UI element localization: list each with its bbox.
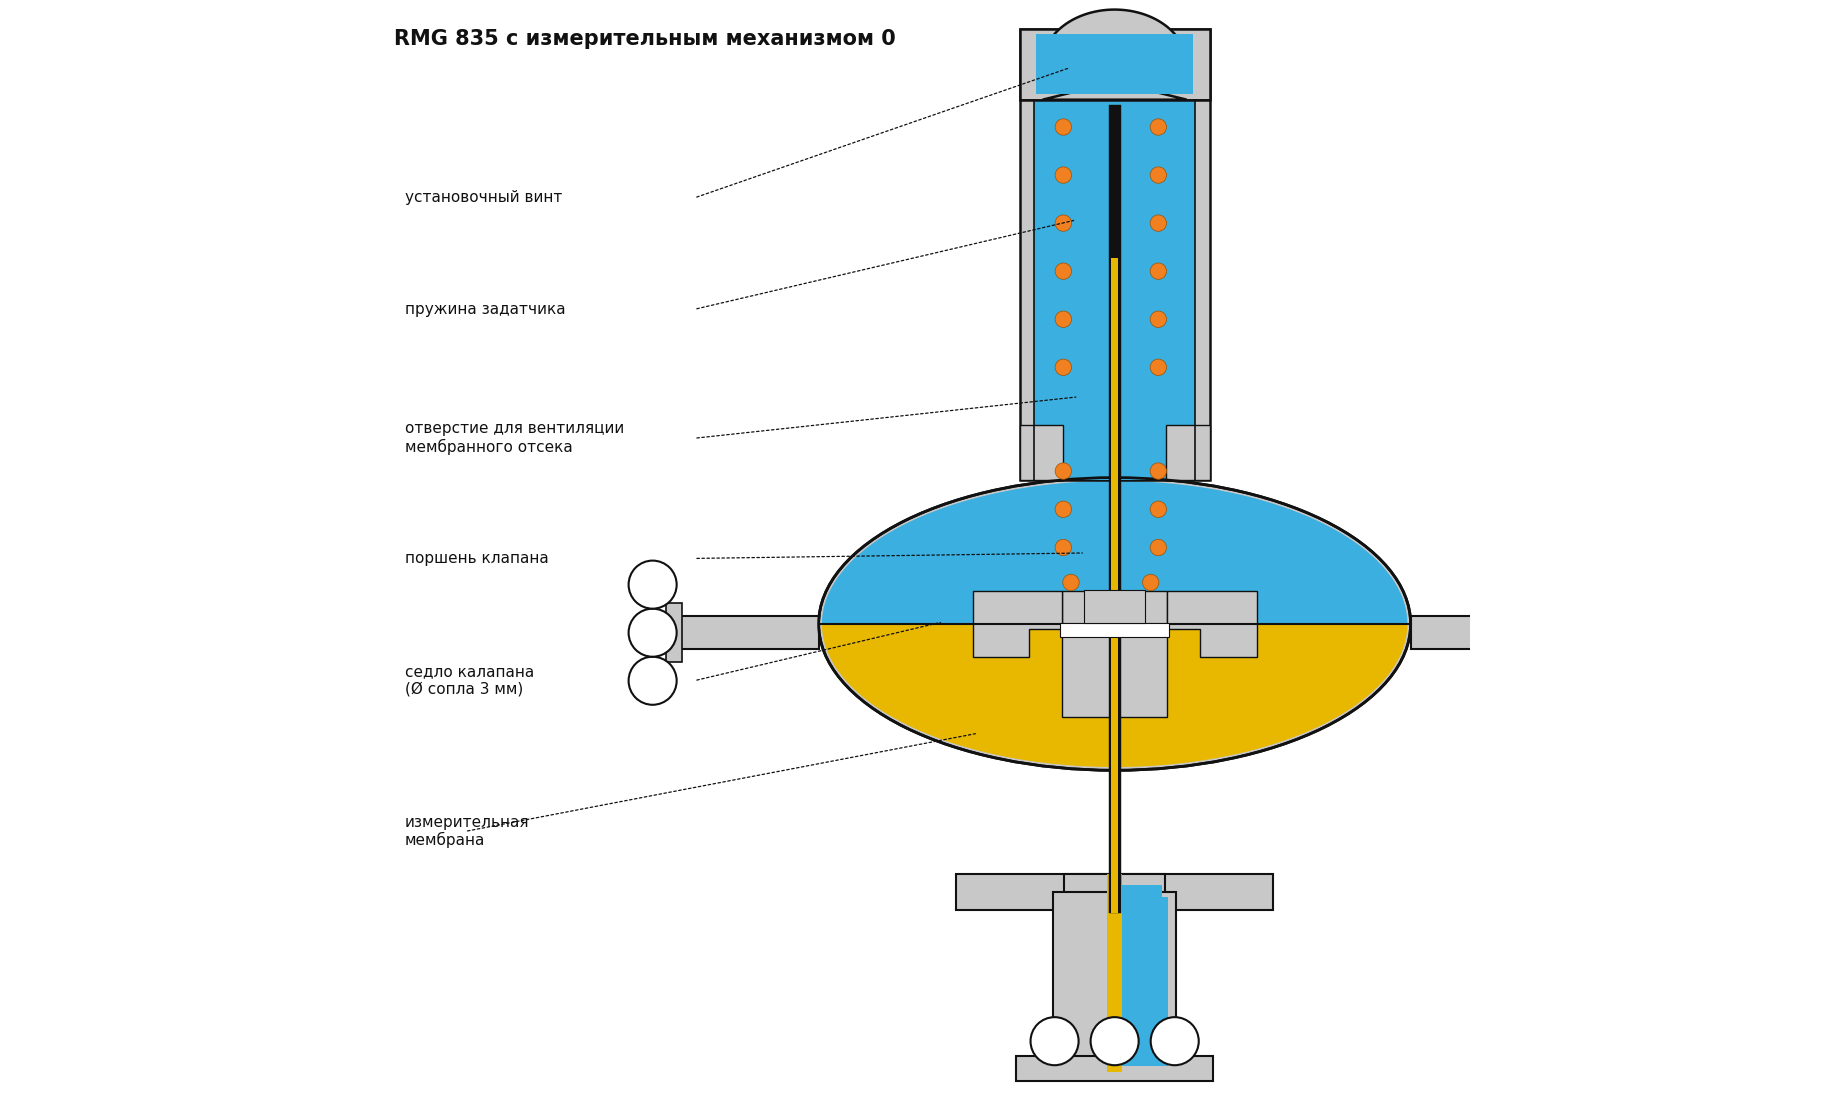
- Bar: [1165, 425, 1210, 480]
- Bar: [1020, 425, 1064, 480]
- Circle shape: [1055, 311, 1071, 327]
- Bar: [1548, 603, 1564, 662]
- Bar: [1106, 874, 1123, 1016]
- Polygon shape: [822, 481, 1407, 624]
- Bar: [1062, 591, 1167, 717]
- Circle shape: [1151, 1017, 1199, 1065]
- Circle shape: [1055, 540, 1071, 555]
- Circle shape: [1151, 502, 1167, 518]
- Bar: [1060, 623, 1169, 637]
- Circle shape: [1548, 561, 1596, 609]
- Bar: [676, 616, 818, 649]
- Bar: [1016, 1057, 1213, 1081]
- Circle shape: [1143, 574, 1158, 590]
- Polygon shape: [1042, 10, 1188, 100]
- Circle shape: [1090, 1017, 1138, 1065]
- Circle shape: [1055, 263, 1071, 279]
- Text: RMG 835 с измерительным механизмом 0: RMG 835 с измерительным механизмом 0: [393, 28, 896, 48]
- Circle shape: [1055, 502, 1071, 518]
- Circle shape: [1548, 609, 1596, 657]
- Circle shape: [628, 657, 676, 705]
- Bar: [1106, 891, 1123, 1072]
- Circle shape: [1151, 540, 1167, 555]
- Circle shape: [1055, 118, 1071, 135]
- Circle shape: [1151, 263, 1167, 279]
- Circle shape: [1151, 463, 1167, 480]
- Circle shape: [1151, 359, 1167, 376]
- Text: поршень клапана: поршень клапана: [404, 551, 549, 566]
- Bar: [1084, 590, 1145, 623]
- Circle shape: [1055, 166, 1071, 183]
- Bar: [1411, 616, 1553, 649]
- Bar: [1123, 897, 1167, 1067]
- Circle shape: [1055, 463, 1071, 480]
- Ellipse shape: [818, 477, 1411, 770]
- Circle shape: [1151, 311, 1167, 327]
- Bar: [1123, 885, 1162, 1011]
- Bar: [1020, 28, 1210, 480]
- Circle shape: [1151, 118, 1167, 135]
- Polygon shape: [822, 624, 1407, 766]
- Circle shape: [1055, 215, 1071, 231]
- Text: отверстие для вентиляции
мембранного отсека: отверстие для вентиляции мембранного отс…: [404, 422, 624, 456]
- Circle shape: [628, 609, 676, 657]
- Polygon shape: [1167, 591, 1256, 657]
- Polygon shape: [973, 591, 1062, 657]
- Circle shape: [1548, 657, 1596, 705]
- Bar: [1108, 105, 1121, 913]
- Text: седло калапана
(Ø сопла 3 мм): седло калапана (Ø сопла 3 мм): [404, 665, 534, 696]
- Bar: [665, 603, 682, 662]
- Bar: [1020, 28, 1210, 100]
- Circle shape: [1151, 215, 1167, 231]
- Circle shape: [628, 561, 676, 609]
- Bar: [1034, 28, 1195, 480]
- Circle shape: [1055, 359, 1071, 376]
- Circle shape: [1031, 1017, 1079, 1065]
- Bar: [957, 874, 1273, 910]
- Bar: [1110, 258, 1119, 913]
- Circle shape: [1151, 166, 1167, 183]
- Circle shape: [1062, 574, 1079, 590]
- Text: измерительная
мембрана: измерительная мембрана: [404, 815, 530, 849]
- Text: установочный винт: установочный винт: [404, 191, 561, 206]
- Bar: [1053, 891, 1177, 1072]
- Bar: [1036, 34, 1193, 94]
- Bar: [1064, 874, 1165, 1016]
- Text: пружина задатчика: пружина задатчика: [404, 302, 565, 316]
